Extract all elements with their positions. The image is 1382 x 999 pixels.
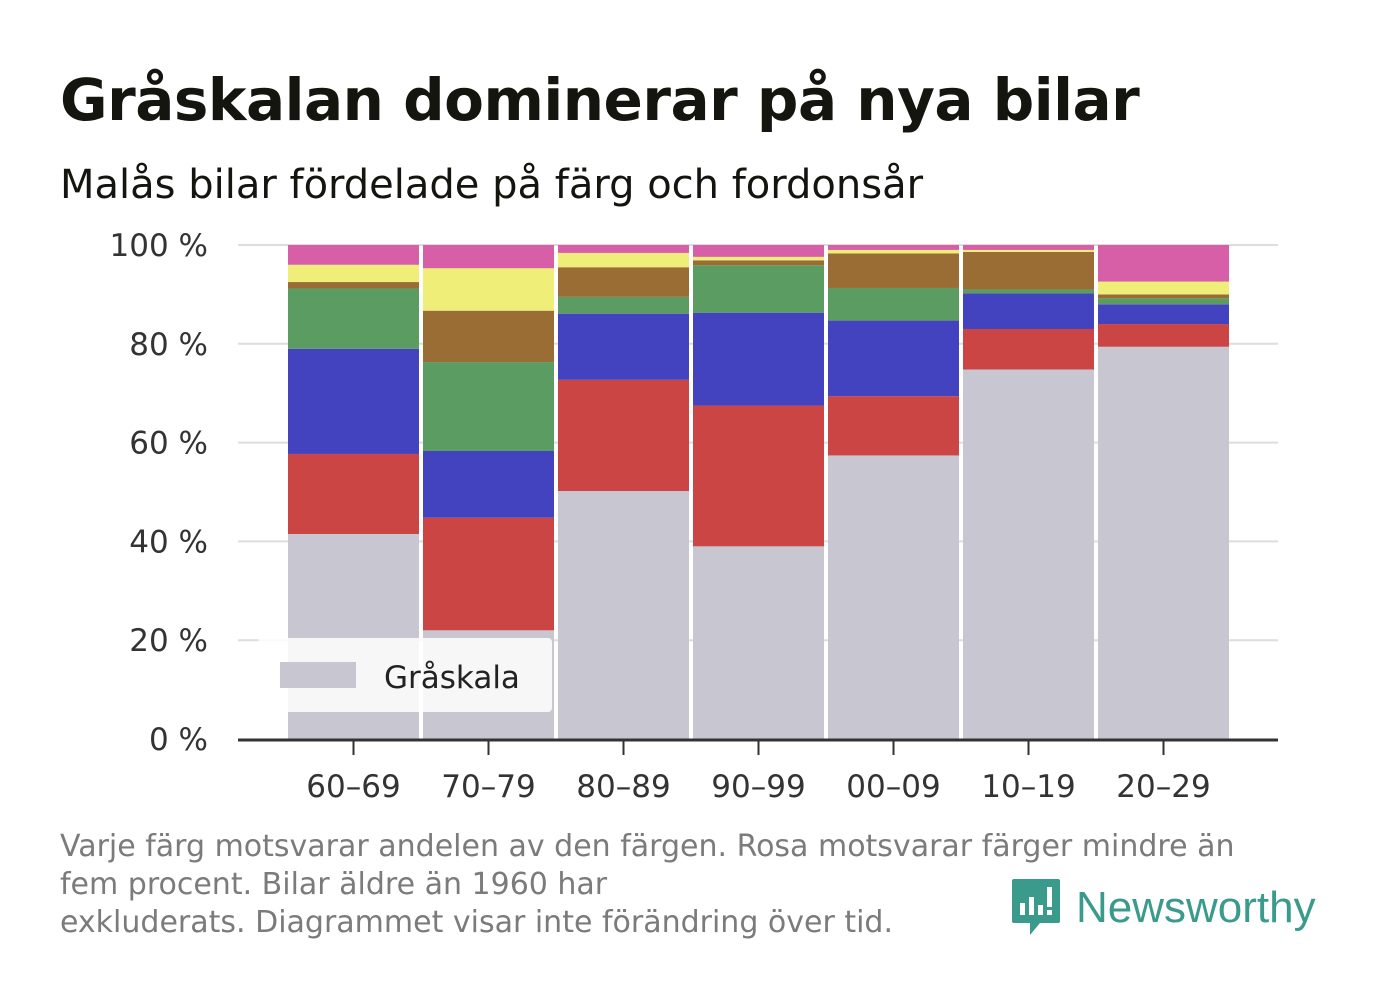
brand-name: Newsworthy xyxy=(1076,883,1316,932)
bar-segment xyxy=(423,450,554,518)
footnote-line-1: Varje färg motsvarar andelen av den färg… xyxy=(60,829,1235,864)
bar-segment xyxy=(423,245,554,269)
x-tick-label: 10–19 xyxy=(981,769,1075,805)
footnote: Varje färg motsvarar andelen av den färg… xyxy=(60,828,1300,942)
bar-segment xyxy=(963,289,1094,294)
bar-segment xyxy=(288,282,419,289)
x-tick-label: 20–29 xyxy=(1116,769,1210,805)
bar-segment xyxy=(693,256,824,261)
x-axis xyxy=(238,738,1278,755)
bar-segment xyxy=(828,455,959,739)
bar-segment xyxy=(963,249,1094,252)
bar-segment xyxy=(1098,245,1229,282)
bar-segment xyxy=(828,396,959,456)
bar-segment xyxy=(828,253,959,288)
x-tick-label: 00–09 xyxy=(846,769,940,805)
bar-segment xyxy=(558,267,689,297)
newsworthy-logo-icon xyxy=(1012,879,1060,935)
legend-label: Gråskala xyxy=(384,660,520,696)
bar-segment xyxy=(288,245,419,265)
legend-swatch xyxy=(280,662,356,688)
x-tick-label: 70–79 xyxy=(441,769,535,805)
y-tick-label: 40 % xyxy=(129,524,208,560)
legend: Gråskala xyxy=(258,638,552,712)
bar-segment xyxy=(423,268,554,311)
bar-segment xyxy=(1098,346,1229,739)
bar-segment xyxy=(558,491,689,739)
bar-segment xyxy=(558,245,689,253)
bar-segment xyxy=(693,260,824,266)
bar-segment xyxy=(1098,294,1229,299)
bar-segment xyxy=(828,320,959,397)
bar-segment xyxy=(828,287,959,321)
bar-segment xyxy=(693,405,824,547)
bar-segment xyxy=(558,313,689,380)
bar-segment xyxy=(423,310,554,363)
bar-segment xyxy=(693,245,824,257)
bar-segment xyxy=(693,312,824,406)
y-tick-label: 20 % xyxy=(129,623,208,659)
brand-logo: Newsworthy xyxy=(1010,876,1316,940)
bar-segment xyxy=(828,245,959,250)
bar-segment xyxy=(963,328,1094,370)
bar-segment xyxy=(423,517,554,631)
legend-box xyxy=(258,638,552,712)
bar-segment xyxy=(1098,281,1229,295)
bar-segment xyxy=(693,265,824,313)
x-tick-label: 90–99 xyxy=(711,769,805,805)
x-tick-label: 80–89 xyxy=(576,769,670,805)
bar-segment xyxy=(558,296,689,314)
bar-segment xyxy=(558,379,689,492)
bar-segment xyxy=(828,249,959,254)
footnote-line-2: fem procent. Bilar äldre än 1960 har xyxy=(60,867,608,902)
chart-title: Gråskalan dominerar på nya bilar xyxy=(60,66,1140,134)
y-axis: 0 % 20 % 40 % 60 % 80 % 100 % xyxy=(110,228,208,758)
bar-segment xyxy=(1098,304,1229,325)
bar-segment xyxy=(288,453,419,534)
bar-segment xyxy=(693,546,824,739)
y-tick-label: 100 % xyxy=(110,228,208,264)
bar-segment xyxy=(288,264,419,283)
chart-subtitle: Malås bilar fördelade på färg och fordon… xyxy=(60,162,924,208)
bar-segment xyxy=(963,245,1094,250)
bar-segment xyxy=(288,348,419,454)
y-tick-label: 80 % xyxy=(129,327,208,363)
x-axis-labels: 60–69 70–79 80–89 90–99 00–09 10–19 20–29 xyxy=(306,769,1210,805)
bar-segment xyxy=(288,288,419,349)
bar-segment xyxy=(1098,324,1229,347)
bar-segment xyxy=(963,369,1094,739)
x-tick-label: 60–69 xyxy=(306,769,400,805)
bar-segment xyxy=(1098,298,1229,305)
y-tick-label: 0 % xyxy=(149,722,208,758)
bar-segment xyxy=(963,293,1094,329)
y-tick-label: 60 % xyxy=(129,426,208,462)
bar-segment xyxy=(558,252,689,268)
bar-segment xyxy=(423,362,554,451)
bar-segment xyxy=(963,251,1094,290)
footnote-line-3: exkluderats. Diagrammet visar inte förän… xyxy=(60,905,894,940)
